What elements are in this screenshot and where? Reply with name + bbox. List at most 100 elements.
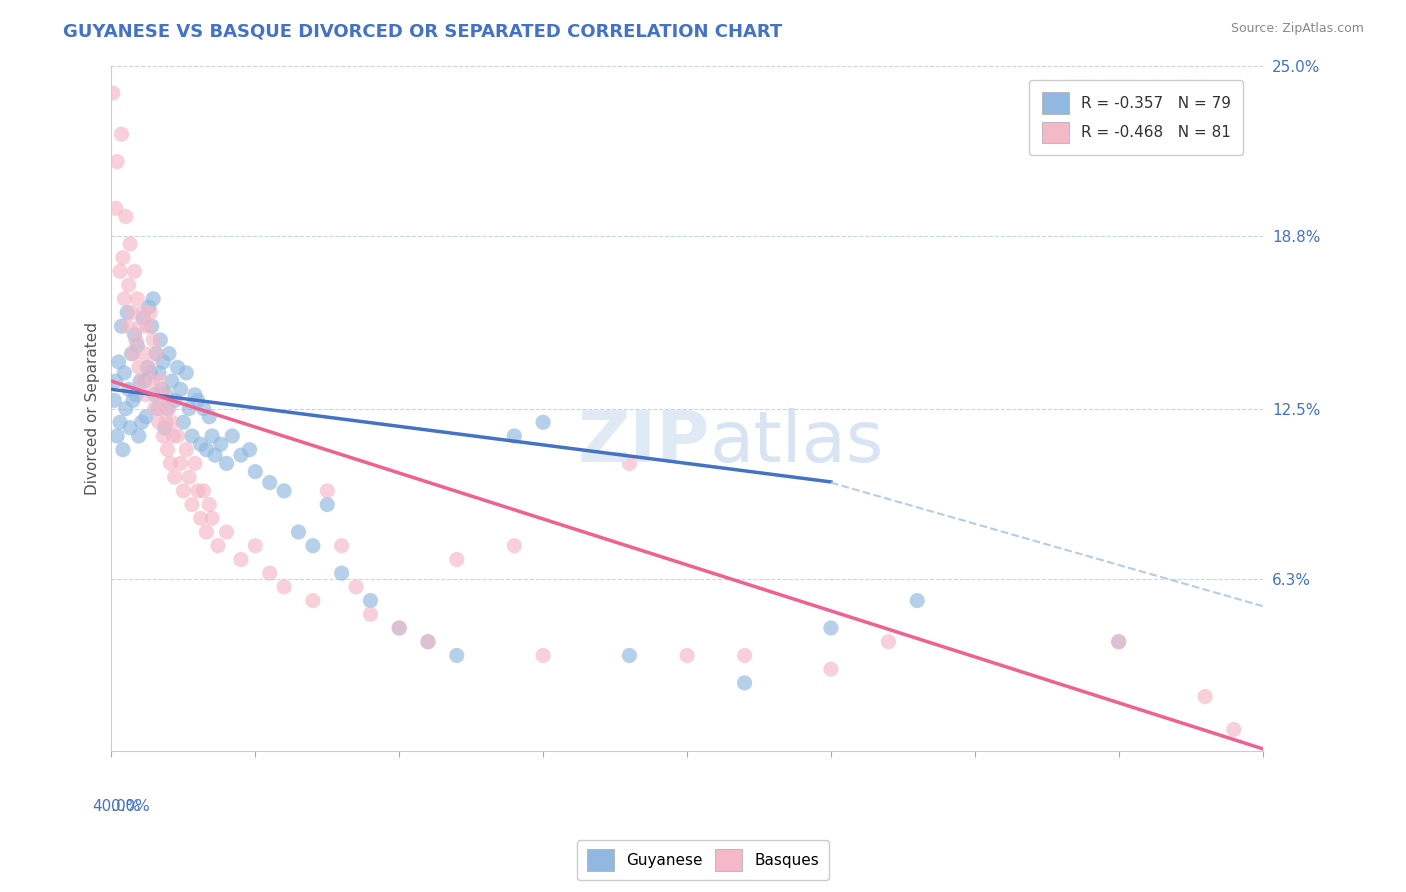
Point (150, 401, 173, 416)
Point (190, 511, 212, 525)
Point (344, 580, 367, 594)
Point (115, 319, 138, 334)
Point (125, 333, 148, 347)
Point (155, 415, 177, 429)
Point (388, 621, 411, 635)
Point (129, 374, 152, 388)
Point (273, 580, 295, 594)
Point (156, 442, 179, 457)
Text: ZIP: ZIP (578, 409, 710, 477)
Point (114, 210, 136, 224)
Point (1108, 634, 1130, 648)
Y-axis label: Divorced or Separated: Divorced or Separated (86, 322, 100, 495)
Point (163, 470, 186, 484)
Point (112, 292, 135, 306)
Point (127, 338, 149, 352)
Point (124, 264, 146, 278)
Point (104, 201, 127, 215)
Point (181, 429, 204, 443)
Point (166, 429, 188, 443)
Point (120, 421, 142, 435)
Point (204, 448, 226, 462)
Point (820, 662, 842, 676)
Point (124, 327, 146, 342)
Point (238, 442, 260, 457)
Point (135, 388, 157, 402)
Point (503, 539, 526, 553)
Point (103, 393, 125, 408)
Point (156, 401, 179, 416)
Point (359, 607, 381, 622)
Point (153, 388, 176, 402)
Point (134, 346, 156, 360)
Point (160, 415, 183, 429)
Point (330, 566, 353, 581)
Point (121, 346, 143, 360)
Point (330, 539, 353, 553)
Point (139, 305, 162, 319)
Point (111, 251, 134, 265)
Point (531, 415, 554, 429)
Point (145, 346, 167, 360)
Point (172, 483, 194, 498)
Point (174, 366, 197, 380)
Point (215, 457, 238, 471)
Point (114, 401, 136, 416)
Point (179, 401, 201, 416)
Point (108, 264, 131, 278)
Point (877, 634, 900, 648)
Point (195, 442, 218, 457)
Point (153, 421, 176, 435)
Point (108, 415, 131, 429)
Point (172, 415, 194, 429)
Point (302, 593, 325, 607)
Point (142, 292, 165, 306)
Point (259, 566, 281, 581)
Point (155, 388, 177, 402)
Point (112, 366, 135, 380)
Point (198, 498, 221, 512)
Point (302, 539, 325, 553)
Point (138, 360, 160, 375)
Point (273, 483, 295, 498)
Point (149, 374, 172, 388)
Point (115, 305, 138, 319)
Point (1194, 690, 1216, 704)
Point (143, 401, 166, 416)
Point (221, 429, 243, 443)
Point (245, 539, 267, 553)
Point (229, 552, 252, 566)
Legend: Guyanese, Basques: Guyanese, Basques (578, 840, 828, 880)
Point (619, 648, 641, 663)
Point (152, 429, 174, 443)
Point (110, 319, 132, 334)
Point (127, 292, 149, 306)
Point (166, 360, 188, 375)
Point (105, 154, 128, 169)
Point (132, 311, 155, 326)
Point (129, 319, 152, 334)
Text: Source: ZipAtlas.com: Source: ZipAtlas.com (1230, 22, 1364, 36)
Point (207, 539, 229, 553)
Point (150, 382, 173, 396)
Point (145, 346, 167, 360)
Point (132, 305, 155, 319)
Point (122, 393, 145, 408)
Point (181, 498, 204, 512)
Point (149, 333, 172, 347)
Point (159, 457, 181, 471)
Point (198, 409, 221, 424)
Point (136, 360, 159, 375)
Point (619, 457, 641, 471)
Point (110, 127, 132, 141)
Point (446, 552, 468, 566)
Point (157, 346, 180, 360)
Point (163, 393, 186, 408)
Point (101, 86, 124, 100)
Point (120, 236, 142, 251)
Text: 40.0%: 40.0% (91, 799, 141, 814)
Point (287, 524, 309, 539)
Point (107, 355, 129, 369)
Point (503, 429, 526, 443)
Point (169, 457, 191, 471)
